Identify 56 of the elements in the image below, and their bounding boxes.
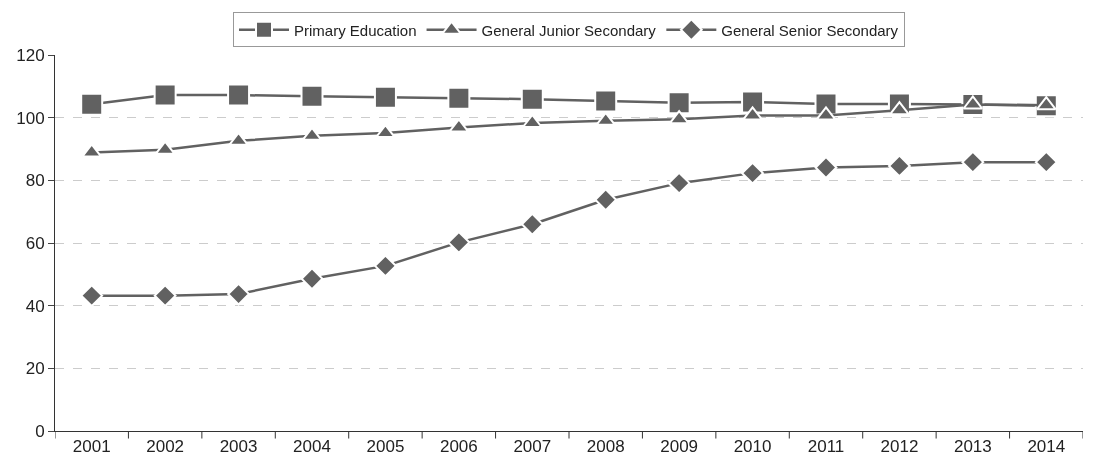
x-tick-label: 2004 [293,437,331,457]
point [81,143,102,158]
y-tick-label: 40 [25,296,45,316]
y-tick-label: 0 [35,421,45,441]
point [1034,150,1058,174]
point [153,284,177,308]
x-tick-label: 2007 [513,437,552,457]
point [374,254,397,278]
x-tick-label: 2002 [146,437,185,457]
legend-label: General Senior Secondary [721,21,899,39]
point [520,87,544,111]
point [447,86,471,110]
point [300,267,324,291]
x-tick-label: 2011 [807,437,845,457]
x-tick-label: 2003 [219,437,258,457]
point [228,131,249,146]
point [80,284,104,308]
x-tick-label: 2009 [660,437,699,457]
point [227,83,251,107]
point [1036,96,1057,111]
point [741,90,765,114]
point [667,91,691,115]
legend-label: General Junior Secondary [481,21,657,39]
y-tick-label: 100 [16,108,45,128]
point [961,150,985,174]
x-tick-label: 2006 [439,437,478,457]
point [373,85,397,109]
y-tick-label: 80 [25,171,45,191]
x-tick-label: 2005 [366,437,405,457]
point [742,106,763,121]
point [522,113,543,128]
point [300,84,324,108]
point [153,83,177,107]
x-tick-label: 2013 [953,437,992,457]
x-tick-label: 2001 [72,437,111,457]
point [814,156,838,179]
point [888,154,911,178]
point [227,282,250,306]
point [594,89,618,113]
y-tick-label: 20 [25,359,45,379]
point [520,212,544,236]
point [595,111,616,126]
x-tick-label: 2008 [586,437,625,457]
point [741,161,764,185]
y-tick-label: 60 [25,233,45,253]
point [375,124,396,139]
legend-label: Primary Education [294,21,417,39]
point [889,101,910,116]
point [80,92,104,116]
y-tick-label: 120 [16,45,45,65]
point [447,230,471,254]
x-tick-label: 2014 [1027,437,1066,457]
point [667,171,691,195]
point [594,188,618,212]
x-tick-label: 2010 [733,437,772,457]
x-tick-label: 2012 [880,437,919,457]
